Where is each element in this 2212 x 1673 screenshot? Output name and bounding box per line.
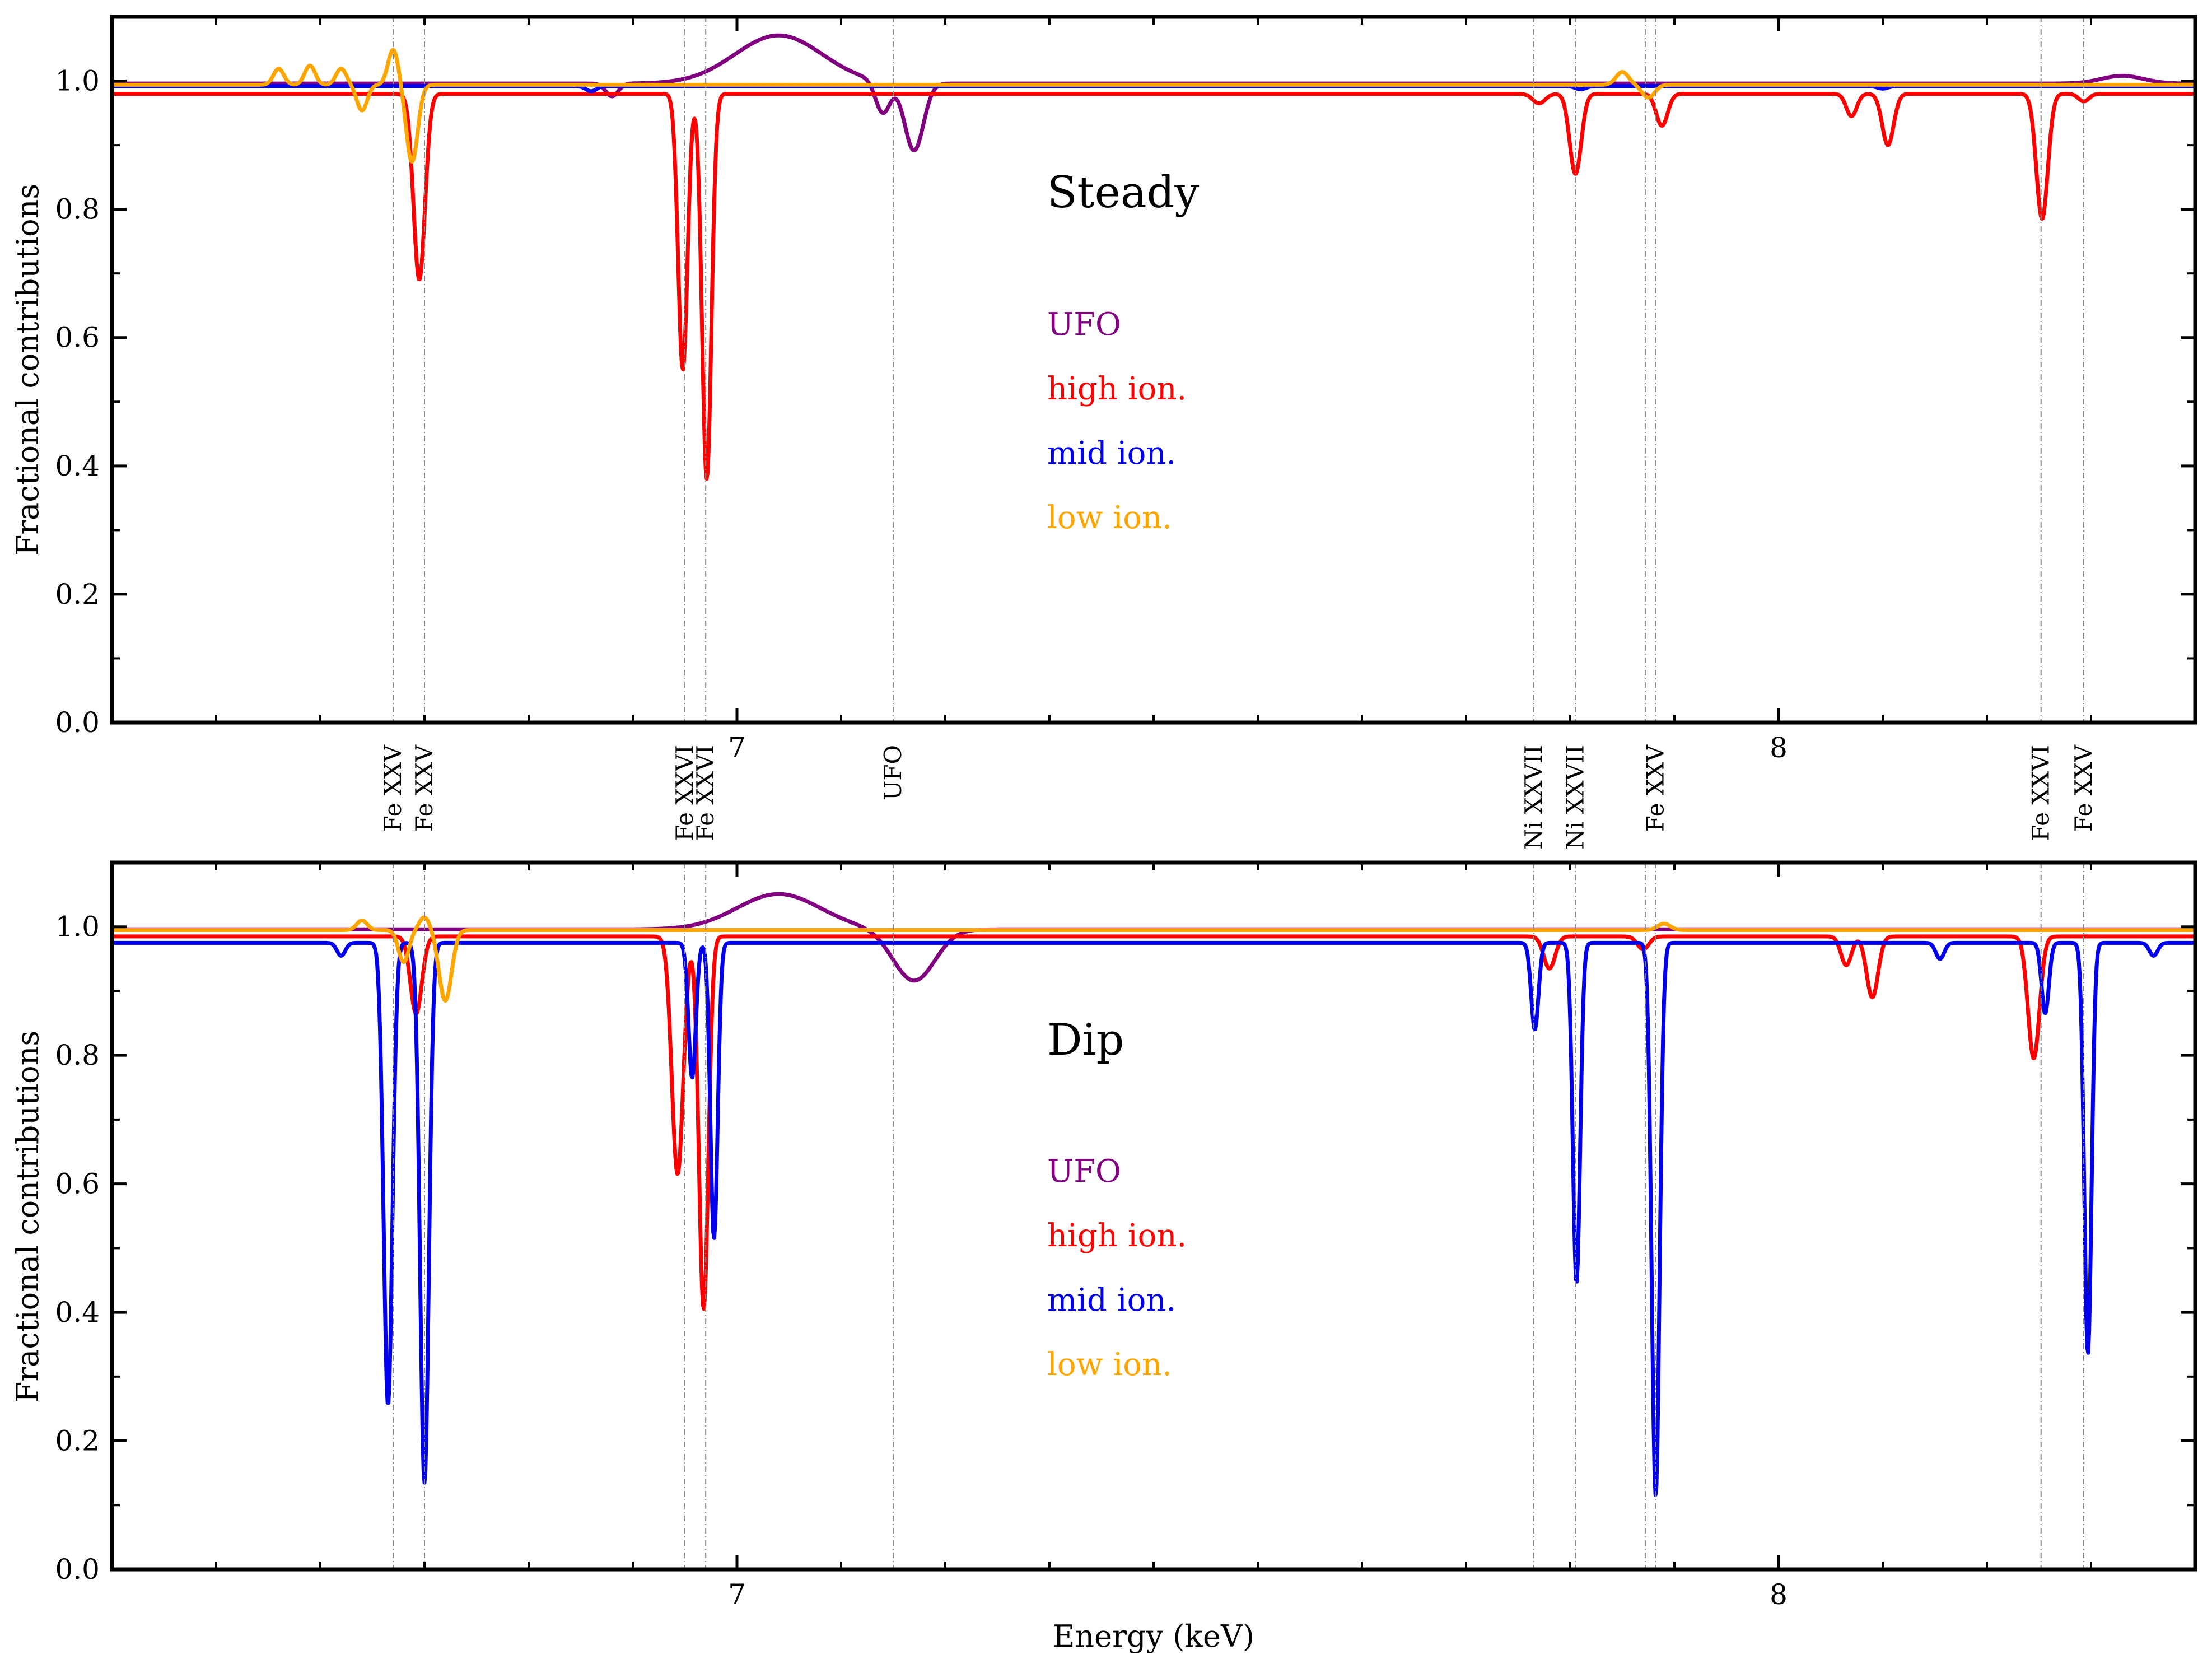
line-label: Fe XXV — [379, 744, 407, 832]
dip-panel-title: Dip — [1047, 1015, 1124, 1065]
dip-legend-high-ion: high ion. — [1047, 1218, 1187, 1254]
y-tick-label: 0.6 — [55, 321, 100, 354]
dip-legend: UFO high ion. mid ion. low ion. — [1047, 1153, 1187, 1383]
x-tick-label: 7 — [728, 1578, 746, 1611]
line-label: Fe XXVI — [671, 745, 698, 841]
x-axis-label: Energy (keV) — [1053, 1619, 1254, 1654]
dip-legend-low-ion: low ion. — [1047, 1346, 1172, 1383]
line-label: UFO — [879, 745, 907, 800]
y-tick-label: 0.0 — [55, 706, 100, 739]
steady-legend-mid-ion: mid ion. — [1047, 435, 1176, 472]
panel-dip: 0.0 0.2 0.4 0.6 0.8 1.0 7 8 Dip UFO high ion. m… — [10, 860, 2197, 1654]
steady-series-low-ion — [111, 48, 2196, 164]
line-label: Fe XXV — [1642, 744, 1669, 832]
y-tick-label: 0.0 — [55, 1553, 100, 1586]
x-tick-label: 8 — [1770, 731, 1788, 764]
steady-series-high-ion — [111, 92, 2196, 481]
line-label: Fe XXVI — [2027, 745, 2055, 841]
steady-y-axis-label: Fractional contributions — [10, 184, 45, 556]
line-label: Fe XXV — [410, 744, 438, 832]
steady-series-layer — [111, 33, 2196, 481]
steady-ticks: 0.0 0.2 0.4 0.6 0.8 1.0 7 8 — [55, 17, 2195, 764]
steady-legend-low-ion: low ion. — [1047, 500, 1172, 536]
dip-ticks: 0.0 0.2 0.4 0.6 0.8 1.0 7 8 — [55, 863, 2195, 1611]
line-label: Ni XXVII — [1520, 745, 1547, 850]
line-label: Fe XXVI — [692, 745, 719, 841]
steady-panel-title: Steady — [1047, 167, 1199, 218]
steady-legend-high-ion: high ion. — [1047, 371, 1187, 407]
dip-y-axis-label: Fractional contributions — [10, 1031, 45, 1402]
y-tick-label: 0.2 — [55, 1425, 100, 1457]
y-tick-label: 0.4 — [55, 1296, 100, 1329]
line-label: Ni XXVII — [1561, 745, 1589, 850]
dip-series-mid-ion — [111, 940, 2196, 1497]
dip-series-layer — [111, 892, 2196, 1497]
steady-legend-ufo: UFO — [1047, 306, 1121, 343]
y-tick-label: 0.6 — [55, 1168, 100, 1200]
x-tick-label: 7 — [728, 731, 746, 764]
y-tick-label: 0.2 — [55, 578, 100, 611]
y-tick-label: 0.4 — [55, 450, 100, 482]
steady-legend: UFO high ion. mid ion. low ion. — [1047, 306, 1187, 536]
y-tick-label: 1.0 — [55, 911, 100, 943]
dip-legend-ufo: UFO — [1047, 1153, 1121, 1190]
dip-line-markers — [393, 863, 2084, 1569]
y-tick-label: 0.8 — [55, 193, 100, 226]
line-label: Fe XXV — [2070, 744, 2097, 832]
dip-legend-mid-ion: mid ion. — [1047, 1282, 1176, 1318]
dip-series-low-ion — [111, 915, 2196, 1003]
y-tick-label: 0.8 — [55, 1039, 100, 1071]
y-tick-label: 1.0 — [55, 65, 100, 97]
x-tick-label: 8 — [1770, 1578, 1788, 1611]
